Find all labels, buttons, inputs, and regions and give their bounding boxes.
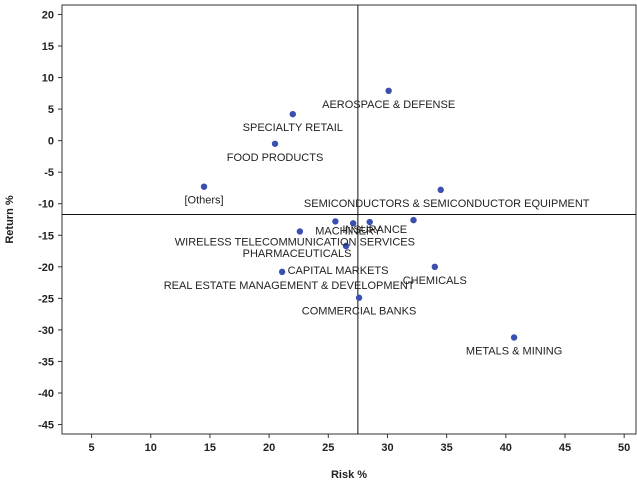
y-tick-label: 20 — [42, 9, 54, 21]
x-tick-label: 15 — [204, 442, 216, 454]
data-point — [349, 220, 357, 227]
data-point — [271, 140, 279, 147]
data-points — [200, 87, 518, 341]
data-point — [289, 110, 296, 118]
y-tick-label: -20 — [38, 262, 54, 274]
point-label: INSURANCE — [342, 224, 407, 236]
data-point — [410, 216, 417, 224]
point-label: REAL ESTATE MANAGEMENT & DEVELOPMENT — [164, 280, 415, 292]
data-point — [366, 218, 373, 226]
y-tick-label: 10 — [42, 73, 54, 85]
data-point — [355, 294, 363, 301]
x-tick-label: 10 — [145, 442, 157, 454]
y-tick-label: -30 — [38, 325, 54, 337]
y-tick-label: -25 — [38, 293, 54, 305]
y-tick-label: -35 — [38, 356, 54, 368]
data-point — [296, 228, 304, 235]
y-axis-title: Return % — [4, 195, 16, 244]
point-label: METALS & MINING — [466, 345, 562, 357]
point-labels: AEROSPACE & DEFENSE SPECIALTY RETAIL FOOD … — [164, 99, 590, 358]
point-label: MACHINERY — [315, 225, 381, 237]
x-tick-label: 40 — [500, 442, 512, 454]
x-tick-label: 30 — [381, 442, 393, 454]
data-point — [200, 183, 208, 190]
data-point — [332, 218, 339, 225]
x-tick-label: 50 — [618, 442, 630, 454]
y-tick-label: -15 — [38, 230, 54, 242]
x-tick-label: 5 — [89, 442, 95, 454]
x-tick-label: 25 — [322, 442, 334, 454]
data-point — [278, 268, 286, 276]
y-tick-label: -10 — [38, 199, 54, 211]
point-label: WIRELESS TELECOMMUNICATION SERVICES — [175, 236, 415, 248]
data-point — [510, 334, 518, 341]
data-point — [342, 242, 350, 250]
point-label: AEROSPACE & DEFENSE — [322, 99, 455, 111]
plot-border — [61, 4, 637, 435]
point-label: [Others] — [184, 195, 223, 207]
x-axis-title: Risk % — [331, 469, 367, 481]
data-point — [385, 87, 392, 95]
reference-lines — [62, 5, 636, 434]
plot-frame — [61, 4, 637, 435]
x-tick-label: 45 — [559, 442, 571, 454]
data-point — [431, 263, 439, 271]
x-tick-label: 35 — [441, 442, 453, 454]
x-tick-label: 20 — [263, 442, 275, 454]
y-axis-ticks: 20 15 10 5 0 -5 -10 -15 -20 -25 -30 -35 -40 -45 — [38, 9, 62, 432]
y-tick-label: -5 — [44, 167, 54, 179]
y-tick-label: 5 — [48, 104, 54, 116]
x-axis-ticks: 5 10 15 20 25 30 35 40 45 50 — [89, 434, 630, 454]
point-label: FOOD PRODUCTS — [227, 152, 324, 164]
y-tick-label: 0 — [48, 136, 54, 148]
point-label: COMMERCIAL BANKS — [302, 306, 417, 318]
point-label: PHARMACEUTICALS — [243, 248, 352, 260]
point-label: SPECIALTY RETAIL — [243, 122, 343, 134]
y-tick-label: 15 — [42, 41, 54, 53]
point-label: SEMICONDUCTORS & SEMICONDUCTOR EQUIPMENT — [304, 198, 590, 210]
y-tick-label: -45 — [38, 420, 54, 432]
point-label: CHEMICALS — [403, 275, 467, 287]
y-tick-label: -40 — [38, 388, 54, 400]
data-point — [437, 186, 444, 194]
point-label: CAPITAL MARKETS — [288, 265, 389, 277]
